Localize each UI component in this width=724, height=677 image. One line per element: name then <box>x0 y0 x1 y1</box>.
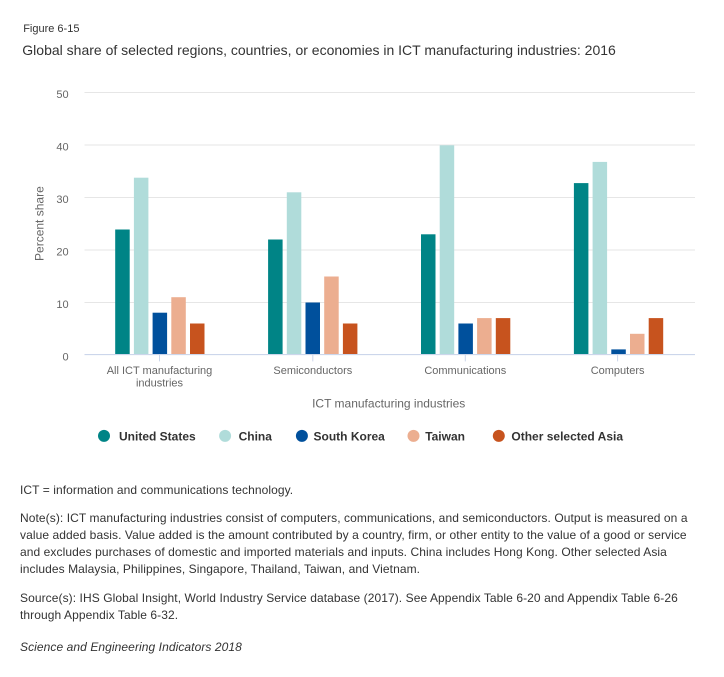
svg-text:industries: industries <box>136 378 184 390</box>
svg-text:United States: United States <box>119 429 196 443</box>
svg-text:Communications: Communications <box>424 365 506 377</box>
svg-text:Percent share: Percent share <box>33 186 47 261</box>
svg-text:China: China <box>239 429 273 443</box>
svg-text:10: 10 <box>56 299 68 311</box>
svg-text:30: 30 <box>56 194 68 206</box>
svg-text:ICT manufacturing industries: ICT manufacturing industries <box>312 397 465 411</box>
svg-text:Computers: Computers <box>591 365 645 377</box>
svg-text:0: 0 <box>62 351 68 363</box>
svg-text:Taiwan: Taiwan <box>425 429 465 443</box>
svg-text:Semiconductors: Semiconductors <box>273 365 352 377</box>
svg-text:20: 20 <box>56 246 68 258</box>
svg-text:50: 50 <box>56 89 68 101</box>
svg-text:Other selected Asia: Other selected Asia <box>511 429 623 443</box>
svg-text:All ICT manufacturing: All ICT manufacturing <box>107 365 213 377</box>
svg-text:South Korea: South Korea <box>314 429 386 443</box>
svg-text:40: 40 <box>56 141 68 153</box>
